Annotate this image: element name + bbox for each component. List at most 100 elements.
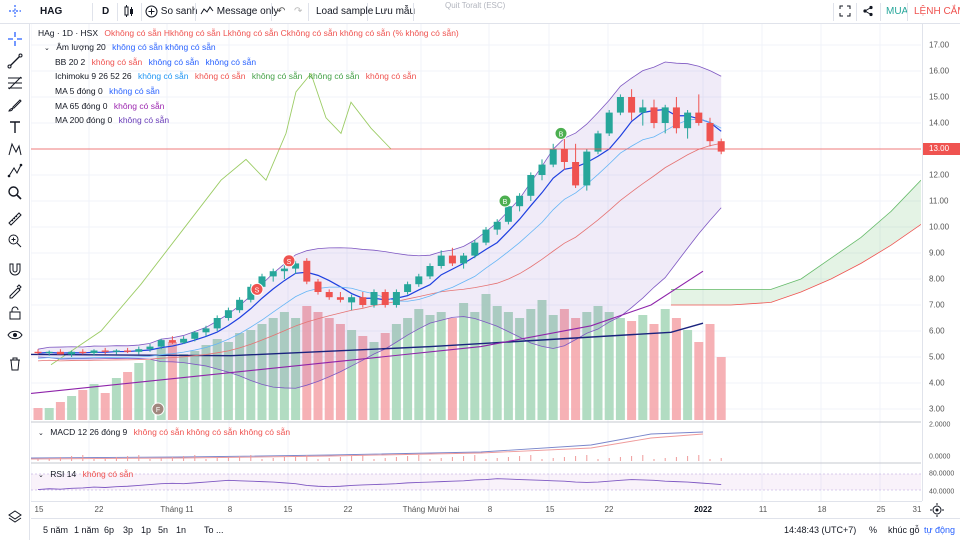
range-1d[interactable]: 1n xyxy=(176,525,187,535)
candle-body xyxy=(124,350,132,352)
volume-bar xyxy=(492,306,502,420)
text-tool-icon[interactable] xyxy=(7,119,23,135)
range-1m[interactable]: 1p xyxy=(141,525,152,535)
candle-body xyxy=(180,338,188,343)
candle-body xyxy=(493,221,501,230)
eye-icon[interactable] xyxy=(7,327,23,343)
volume-bar xyxy=(89,384,99,420)
volume-bar xyxy=(78,390,88,420)
clock[interactable]: 14:48:43 (UTC+7) xyxy=(784,525,857,535)
trend-line-icon[interactable] xyxy=(7,53,23,69)
signal-marker-f: F xyxy=(151,402,165,416)
volume-bar xyxy=(414,309,424,420)
candle-body xyxy=(549,149,557,165)
layers-icon[interactable] xyxy=(7,509,23,525)
candle-body xyxy=(325,292,333,298)
candle-style-icon[interactable] xyxy=(122,0,136,24)
axis-settings-icon[interactable] xyxy=(930,503,944,520)
volume-bar xyxy=(100,393,110,420)
ruler-icon[interactable] xyxy=(7,211,23,227)
time-axis-label: 15 xyxy=(545,505,555,514)
volume-bar xyxy=(470,312,480,420)
candle xyxy=(426,263,434,279)
redo-icon[interactable]: ↷ xyxy=(294,6,303,17)
time-axis[interactable]: 15 22 Tháng 11 8 15 22 Tháng Mười hai 8 15 22 2022… xyxy=(31,501,922,518)
crosshair-icon[interactable] xyxy=(7,31,23,47)
candle-body xyxy=(594,133,602,152)
range-6m[interactable]: 6p xyxy=(104,525,115,535)
price-axis[interactable]: 17.00 16.00 15.00 14.00 13.00 12.00 11.00 10.00… xyxy=(922,24,960,501)
interval-button[interactable]: D xyxy=(102,6,110,17)
stay-drawing-icon[interactable] xyxy=(7,283,23,299)
candle-body xyxy=(448,255,456,264)
price-axis-label: 3.00 xyxy=(929,404,945,414)
legend-ma5: MA 5 đóng 0 không có sẵn xyxy=(55,86,160,96)
price-axis-label: 7.00 xyxy=(929,300,945,310)
range-5d[interactable]: 5n xyxy=(158,525,169,535)
range-5y[interactable]: 5 năm xyxy=(43,525,69,535)
bollinger-upper-line xyxy=(37,61,722,350)
time-axis-label: 31 xyxy=(912,505,922,514)
volume-bar xyxy=(67,396,77,420)
lock-icon[interactable] xyxy=(7,305,23,321)
range-3m[interactable]: 3p xyxy=(123,525,134,535)
volume-bar xyxy=(705,324,715,420)
sell-button[interactable]: LỆNH CẮM xyxy=(914,6,960,17)
zoom-in-icon[interactable] xyxy=(7,233,23,249)
fullscreen-icon[interactable] xyxy=(839,0,851,24)
price-chart[interactable]: S S B B F xyxy=(31,24,921,501)
candle-body xyxy=(560,149,568,162)
candle-body xyxy=(471,242,479,256)
goto-date-button[interactable]: To ... xyxy=(204,525,224,535)
signal-marker-label: S xyxy=(287,259,292,266)
zoom-search-icon[interactable] xyxy=(7,185,23,201)
share-icon[interactable] xyxy=(862,0,874,24)
candle xyxy=(90,349,98,356)
top-toolbar: HAG D So sanh Message only ↶ ↷ Load samp… xyxy=(0,0,960,24)
signal-marker-s: S xyxy=(282,254,296,268)
signal-marker-circle xyxy=(151,402,165,416)
percent-toggle[interactable]: % xyxy=(869,525,878,535)
save-template-button[interactable]: Lưu mẫu xyxy=(375,6,416,17)
tenkan-line xyxy=(37,118,722,359)
brush-icon[interactable] xyxy=(7,97,23,113)
chart-logo-icon xyxy=(8,0,22,24)
magnet-icon[interactable] xyxy=(7,261,23,277)
candle xyxy=(124,347,132,354)
message-only-button[interactable]: Message only xyxy=(200,0,278,24)
volume-bar xyxy=(111,378,121,420)
buy-button[interactable]: MUA xyxy=(886,6,909,17)
legend-volume-vals: không có sẵn không có sẵn xyxy=(112,42,216,52)
trash-icon[interactable] xyxy=(7,356,23,372)
volume-bar xyxy=(615,318,625,420)
candle-body xyxy=(583,151,591,186)
volume-bar xyxy=(593,306,603,420)
fib-retracement-icon[interactable] xyxy=(7,75,23,91)
candle xyxy=(504,203,512,225)
pattern-icon[interactable] xyxy=(7,141,23,157)
candle xyxy=(236,297,244,313)
volume-bar xyxy=(369,342,379,420)
price-axis-label: 5.00 xyxy=(929,352,945,362)
undo-icon[interactable]: ↶ xyxy=(277,6,286,17)
candle-body xyxy=(258,276,266,287)
load-sample-button[interactable]: Load sample xyxy=(316,6,374,17)
candle-body xyxy=(572,162,580,186)
range-1y[interactable]: 1 năm xyxy=(74,525,100,535)
volume-bar xyxy=(123,372,133,420)
compare-button[interactable]: So sanh xyxy=(145,0,197,24)
candle xyxy=(684,110,692,139)
log-scale-toggle[interactable]: khúc gỗ xyxy=(888,525,920,535)
candle xyxy=(560,138,568,170)
prediction-icon[interactable] xyxy=(7,163,23,179)
symbol-search[interactable]: HAG xyxy=(40,6,63,17)
ichimoku-span-a xyxy=(671,179,921,290)
candle xyxy=(639,99,647,126)
candle xyxy=(314,279,322,295)
legend-ichimoku: Ichimoku 9 26 52 26 không có sẵn không c… xyxy=(55,71,417,81)
candle xyxy=(213,315,221,331)
auto-scale-toggle[interactable]: tự động xyxy=(924,525,956,535)
volume-bar xyxy=(403,318,413,420)
volume-bar xyxy=(571,318,581,420)
volume-bar xyxy=(627,321,637,420)
